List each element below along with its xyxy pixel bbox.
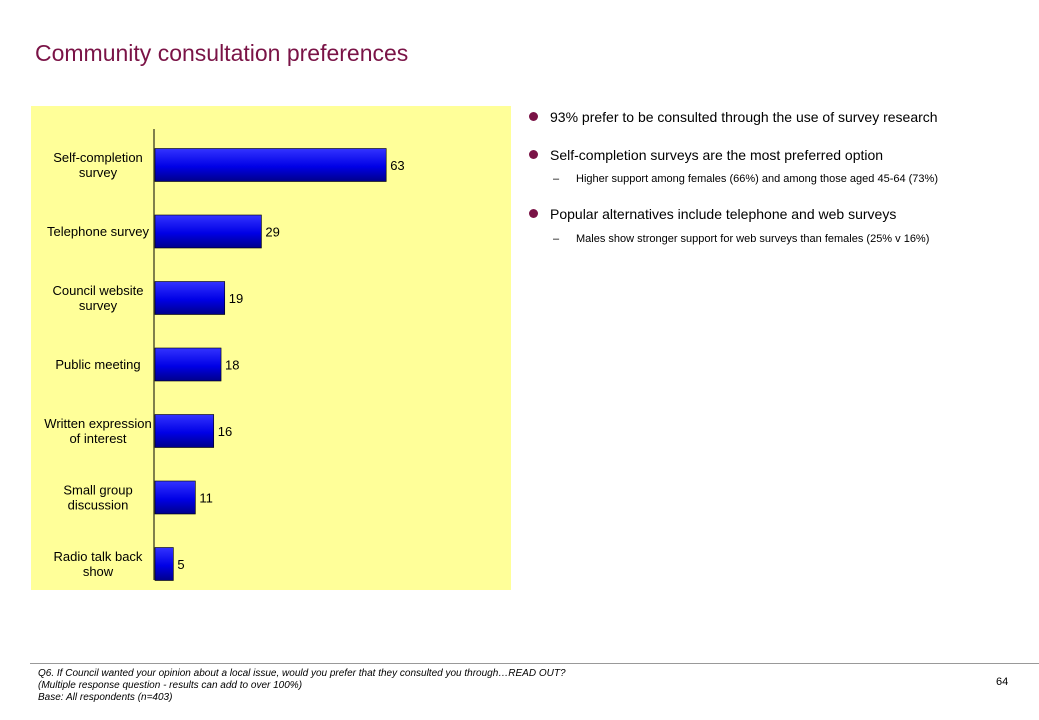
finding-sub-point: – Higher support among females (66%) and…	[529, 172, 986, 186]
finding-sub-point: – Males show stronger support for web su…	[529, 232, 986, 246]
bullet-dot-icon	[529, 150, 538, 159]
dash-bullet: –	[553, 233, 560, 245]
sub-point-text: Higher support among females (66%) and a…	[576, 173, 938, 185]
finding-bullet-1: 93% prefer to be consulted through the u…	[529, 108, 1009, 126]
data-label: 5	[177, 557, 184, 572]
bullet-dot-icon	[529, 112, 538, 121]
bullet-dot-icon	[529, 209, 538, 218]
bar	[154, 148, 387, 182]
footnote-base: Base: All respondents (n=403)	[38, 692, 173, 703]
finding-text: 93% prefer to be consulted through the u…	[550, 109, 938, 125]
finding-bullet-3: Popular alternatives include telephone a…	[529, 205, 1009, 223]
sub-point-text: Males show stronger support for web surv…	[576, 233, 930, 245]
category-label: Council website survey	[52, 283, 143, 313]
category-label: Radio talk back show	[54, 549, 143, 579]
bar	[154, 281, 226, 315]
footnote-question: Q6. If Council wanted your opinion about…	[38, 668, 566, 679]
category-label: Small group discussion	[63, 483, 132, 513]
page-number: 64	[996, 676, 1009, 688]
page-title: Community consultation preferences	[35, 40, 409, 66]
bar-chart: 63 Self-completion survey 29 Telephone surve…	[44, 129, 405, 581]
bar	[154, 480, 196, 515]
data-label: 63	[390, 158, 404, 173]
bar	[154, 547, 174, 581]
bar	[154, 347, 222, 382]
bar	[154, 414, 215, 448]
finding-text: Self-completion surveys are the most pre…	[550, 147, 884, 163]
finding-bullet-2: Self-completion surveys are the most pre…	[529, 146, 1009, 164]
category-label: Self-completion survey	[53, 150, 143, 180]
finding-text: Popular alternatives include telephone a…	[550, 206, 897, 222]
bar-chart-panel: 63 Self-completion survey 29 Telephone surve…	[31, 106, 511, 590]
data-label: 16	[218, 424, 232, 439]
category-label: Public meeting	[55, 357, 140, 372]
footnote: Q6. If Council wanted your opinion about…	[38, 668, 566, 704]
category-label: Written expression of interest	[44, 416, 151, 446]
footer-divider	[30, 663, 1039, 664]
bar	[154, 214, 262, 249]
footnote-note: (Multiple response question - results ca…	[38, 680, 303, 691]
data-label: 11	[199, 491, 213, 506]
key-findings-list: 93% prefer to be consulted through the u…	[529, 108, 1009, 246]
category-label: Telephone survey	[47, 224, 149, 239]
data-label: 29	[265, 225, 279, 240]
dash-bullet: –	[553, 173, 560, 185]
data-label: 19	[229, 291, 243, 306]
data-label: 18	[225, 358, 239, 373]
